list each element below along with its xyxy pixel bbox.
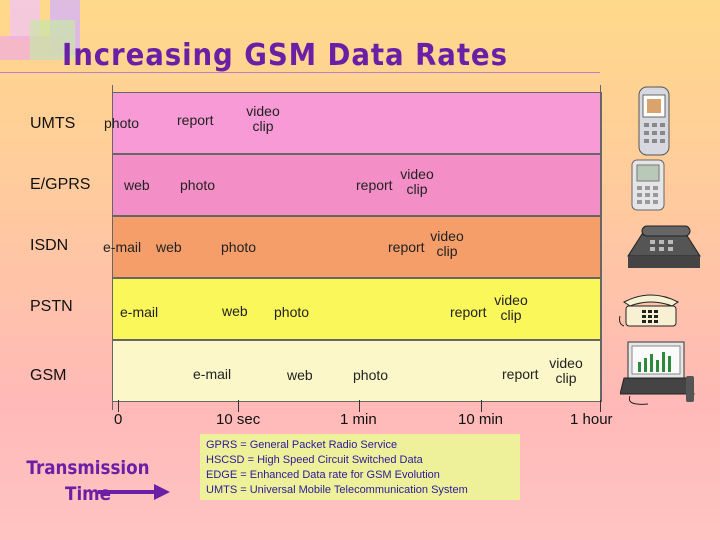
- axis-tick: [359, 400, 360, 412]
- item-photo: photo: [274, 304, 310, 320]
- axis-tick: [118, 400, 119, 412]
- row-label-umts: UMTS: [30, 115, 76, 132]
- item-video-clip: video clip: [549, 355, 583, 386]
- tick-label-1min: 1 min: [340, 411, 377, 428]
- item-photo: photo: [221, 239, 257, 255]
- item-video-clip: video clip: [400, 166, 434, 197]
- band-pstn: [112, 278, 602, 340]
- item-web: web: [222, 303, 248, 319]
- item-web: web: [156, 239, 182, 255]
- legend-line: UMTS = Universal Mobile Telecommunicatio…: [206, 484, 468, 496]
- item-web: web: [287, 367, 313, 383]
- item-photo: photo: [180, 177, 216, 193]
- smartphone-icon: [631, 159, 665, 211]
- legend-line: EDGE = Enhanced Data rate for GSM Evolut…: [206, 469, 440, 481]
- guide-line: [600, 85, 601, 410]
- classic-telephone-icon: [619, 294, 679, 327]
- band-egprs: [112, 154, 602, 216]
- acronym-legend: GPRS = General Packet Radio Service HSCS…: [200, 434, 520, 500]
- item-report: report: [450, 304, 487, 320]
- axis-tick: [600, 400, 601, 412]
- legend-line: HSCSD = High Speed Circuit Switched Data: [206, 454, 423, 466]
- item-photo: photo: [353, 367, 389, 383]
- tick-label-10sec: 10 sec: [216, 411, 261, 428]
- transmission-time-label: Transmission Time: [26, 457, 150, 505]
- page-title: Increasing GSM Data Rates: [62, 38, 508, 73]
- header-rule: [0, 72, 600, 73]
- band-gsm: [112, 340, 602, 402]
- axis-tick: [238, 400, 239, 412]
- row-label-egprs: E/GPRS: [30, 176, 91, 193]
- guide-line: [112, 85, 113, 410]
- item-e-mail: e-mail: [103, 239, 142, 255]
- legend-line: GPRS = General Packet Radio Service: [206, 439, 398, 451]
- tick-label-0: 0: [114, 411, 123, 428]
- item-e-mail: e-mail: [193, 366, 232, 382]
- row-label-gsm: GSM: [30, 367, 67, 384]
- item-report: report: [388, 239, 425, 255]
- item-report: report: [177, 112, 214, 128]
- item-report: report: [502, 366, 539, 382]
- laptop-icon: [620, 341, 695, 405]
- item-video-clip: video clip: [494, 292, 528, 323]
- tick-label-10min: 10 min: [458, 411, 504, 428]
- row-label-isdn: ISDN: [30, 237, 69, 254]
- item-web: web: [124, 177, 150, 193]
- item-report: report: [356, 177, 393, 193]
- item-photo: photo: [104, 115, 140, 131]
- arrow-head-icon: [154, 484, 170, 500]
- band-isdn: [112, 216, 602, 278]
- axis-tick: [481, 400, 482, 412]
- mobile-phone-icon: [638, 86, 670, 156]
- band-umts: [112, 92, 602, 154]
- corner-decoration: [0, 0, 96, 70]
- isdn-telephone-icon: [627, 225, 701, 268]
- item-video-clip: video clip: [246, 103, 280, 134]
- item-video-clip: video clip: [430, 228, 464, 259]
- row-label-pstn: PSTN: [30, 298, 73, 315]
- item-e-mail: e-mail: [120, 304, 159, 320]
- tick-label-1hour: 1 hour: [570, 411, 613, 428]
- arrow-icon: [98, 490, 156, 494]
